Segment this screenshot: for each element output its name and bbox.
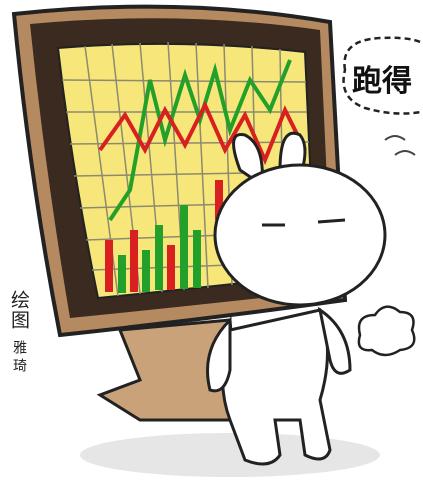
page: {"speech_bubble": {"text": "跑得"}, "credi… [0, 0, 423, 488]
speech-text: 跑得 [352, 56, 412, 100]
credit-artist: 雅琦 [9, 340, 29, 376]
puff-cloud [359, 307, 414, 355]
motion-marks [385, 136, 415, 155]
credit-label: 绘图 [6, 290, 33, 330]
floor-shadow [80, 433, 380, 477]
